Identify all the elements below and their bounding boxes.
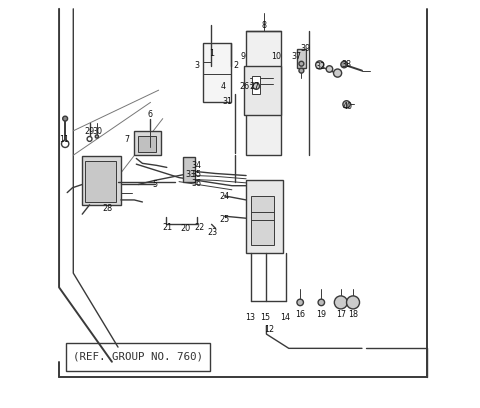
Text: 16: 16 [295, 310, 305, 319]
Text: 24: 24 [219, 192, 229, 201]
Text: 29: 29 [84, 127, 95, 136]
Text: 38: 38 [342, 60, 351, 69]
Bar [246, 31, 281, 155]
Text: 23: 23 [207, 228, 217, 237]
Circle shape [95, 135, 98, 138]
Text: 10: 10 [272, 52, 282, 61]
Text: 2: 2 [233, 61, 239, 70]
Circle shape [318, 299, 324, 306]
Text: 26: 26 [240, 82, 250, 91]
Text: 34: 34 [191, 161, 201, 170]
Text: 30: 30 [93, 127, 103, 136]
Circle shape [299, 61, 304, 66]
Text: 11: 11 [60, 135, 69, 144]
Text: 5: 5 [152, 180, 157, 189]
Bar [252, 196, 274, 245]
Circle shape [347, 296, 360, 309]
Bar [297, 49, 306, 68]
Text: 17: 17 [336, 310, 346, 319]
Text: 25: 25 [219, 215, 229, 224]
Text: 31: 31 [223, 97, 233, 106]
Text: 9: 9 [240, 52, 246, 61]
Circle shape [341, 61, 348, 68]
Circle shape [334, 69, 342, 77]
Bar [82, 156, 121, 205]
Bar [134, 131, 161, 155]
Text: 1: 1 [209, 49, 214, 58]
Circle shape [343, 101, 350, 108]
Text: 13: 13 [245, 313, 255, 322]
Text: 20: 20 [180, 224, 190, 233]
Text: 18: 18 [348, 310, 358, 319]
Text: 14: 14 [280, 313, 290, 322]
Text: 39: 39 [300, 44, 310, 53]
Bar [66, 343, 210, 371]
Text: 15: 15 [260, 313, 270, 322]
Bar [246, 180, 283, 253]
Bar [138, 136, 156, 152]
Text: 37: 37 [291, 52, 301, 61]
Text: (REF. GROUP NO. 760): (REF. GROUP NO. 760) [73, 352, 204, 362]
Text: 21: 21 [163, 223, 173, 232]
Text: 27: 27 [249, 82, 259, 91]
Text: 36: 36 [191, 179, 201, 188]
Text: 40: 40 [343, 102, 353, 111]
Text: 19: 19 [316, 310, 326, 319]
Text: 12: 12 [264, 325, 275, 334]
Circle shape [316, 61, 324, 69]
Text: 6: 6 [147, 110, 152, 119]
Circle shape [253, 83, 260, 89]
Circle shape [326, 66, 333, 72]
Bar [183, 157, 195, 182]
Circle shape [335, 296, 348, 309]
Circle shape [61, 140, 69, 147]
Text: 3: 3 [195, 61, 200, 70]
Text: 22: 22 [194, 223, 204, 232]
Circle shape [63, 116, 68, 121]
Text: 32: 32 [315, 62, 325, 71]
Bar [252, 76, 260, 94]
Bar [84, 161, 116, 202]
Bar [203, 43, 231, 102]
Text: 4: 4 [220, 82, 226, 91]
Text: 35: 35 [191, 170, 201, 179]
Text: 7: 7 [124, 135, 130, 144]
Text: 33: 33 [185, 170, 195, 179]
Circle shape [87, 137, 92, 142]
Bar [244, 66, 281, 115]
Text: 8: 8 [261, 21, 266, 31]
Text: 28: 28 [103, 204, 113, 213]
Circle shape [297, 299, 303, 306]
Circle shape [299, 68, 304, 73]
